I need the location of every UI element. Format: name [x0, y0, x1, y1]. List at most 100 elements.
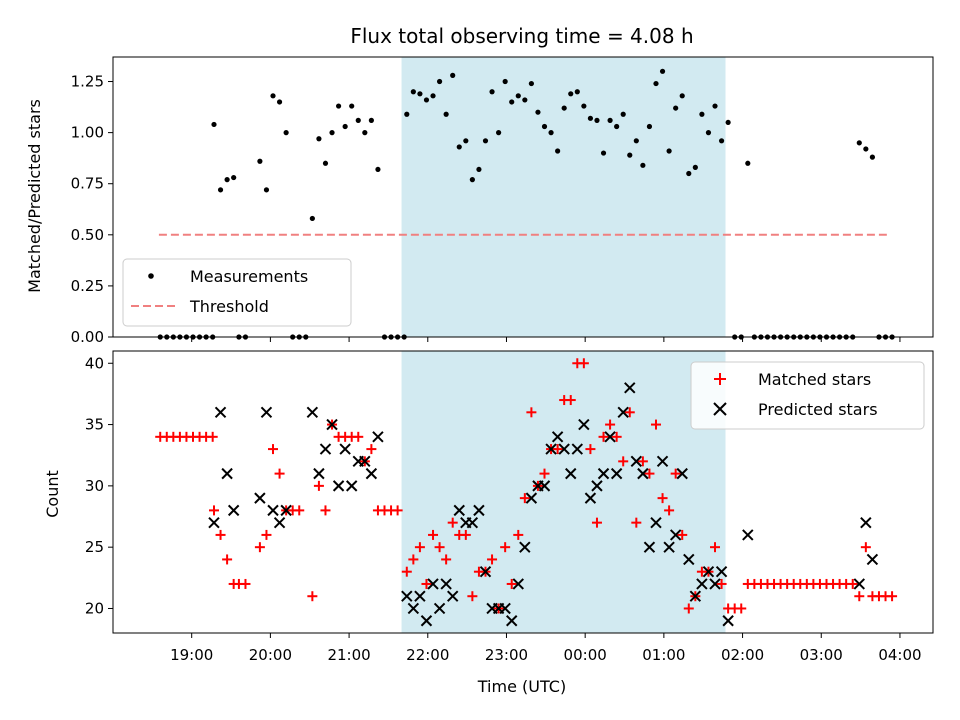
matched-star-point [611, 431, 622, 442]
predicted-star-point [722, 615, 734, 627]
predicted-star-point [604, 431, 616, 443]
measurement-point [362, 130, 368, 136]
measurement-point [410, 89, 416, 95]
measurement-point [673, 105, 679, 111]
predicted-star-point [420, 615, 433, 627]
matched-star-point [392, 505, 403, 516]
top-y-tick-label: 0.50 [71, 226, 104, 244]
measurement-point [335, 103, 342, 109]
measurement-point [659, 68, 666, 74]
measurement-point [633, 138, 639, 144]
measurement-point [450, 72, 456, 78]
predicted-star-point [637, 467, 649, 480]
predicted-star-point [702, 565, 715, 578]
predicted-star-point [860, 516, 872, 529]
measurement-point [231, 174, 237, 181]
legend-threshold-label: Threshold [189, 297, 269, 316]
measurement-point [476, 166, 482, 173]
predicted-star-point [313, 467, 325, 480]
measurement-point [349, 103, 355, 109]
predicted-star-point [538, 480, 551, 492]
measurement-point [863, 146, 869, 152]
predicted-star-point [506, 615, 518, 627]
measurement-point [489, 89, 495, 95]
matched-star-point [677, 529, 688, 540]
measurement-point [211, 121, 217, 128]
x-tick-label: 20:00 [249, 646, 292, 664]
measurement-point [640, 162, 646, 168]
top-observing-window [401, 57, 726, 337]
predicted-star-point [414, 590, 426, 602]
bottom-legend: Matched stars Predicted stars [690, 361, 925, 430]
matched-star-point [487, 554, 498, 565]
measurement-point [627, 152, 633, 158]
measurement-point [679, 93, 685, 99]
top-legend: Measurements Threshold [122, 258, 352, 327]
predicted-star-point [571, 443, 584, 455]
measurement-point [535, 109, 541, 115]
chart-title: Flux total observing time = 4.08 h [350, 24, 693, 48]
matched-star-point [222, 554, 233, 565]
x-tick-label: 01:00 [642, 646, 685, 664]
measurement-point [725, 119, 731, 126]
measurement-point [712, 103, 718, 109]
top-y-tick-label: 0.75 [71, 175, 104, 193]
predicted-star-point [656, 455, 669, 468]
predicted-star-point [643, 541, 656, 553]
y-axis-label-count: Count [43, 470, 62, 518]
measurement-point [502, 78, 508, 85]
measurement-point [509, 99, 515, 105]
top-y-tick-label: 1.00 [71, 124, 104, 142]
predicted-star-point [453, 504, 465, 517]
legend-matched-label: Matched stars [758, 370, 871, 389]
top-panel: 0.00 0.25 0.50 0.75 1.00 1.25 Matched/Predict… [25, 56, 934, 346]
predicted-star-point [853, 578, 865, 590]
matched-star-point [506, 578, 517, 589]
matched-star-point [313, 480, 324, 491]
measurement-point [496, 130, 502, 136]
bottom-y-tick-label: 30 [85, 477, 104, 495]
measurement-point [541, 123, 548, 130]
predicted-star-point [208, 516, 220, 529]
matched-star-point [428, 529, 439, 540]
matched-star-point [274, 468, 285, 479]
measurement-point [217, 187, 224, 193]
predicted-star-point [227, 504, 240, 517]
predicted-star-point [591, 480, 603, 492]
legend-matched-marker [714, 373, 726, 385]
x-tick-label: 21:00 [327, 646, 370, 664]
measurement-point [548, 130, 554, 136]
measurement-point [607, 117, 613, 123]
predicted-star-point [446, 590, 459, 602]
measurement-point [355, 117, 361, 123]
matched-star-point [320, 505, 331, 516]
bottom-panel: 20 25 30 35 40 19:00 20:00 21:00 22:00 23:00 00:0… [43, 350, 934, 696]
matched-star-point [552, 444, 563, 455]
top-y-axis-label: Matched/Predicted stars [25, 99, 44, 293]
bottom-y-tick-label: 20 [85, 599, 104, 617]
measurement-point [705, 130, 712, 136]
matched-star-point [460, 529, 471, 540]
predicted-star-point [433, 602, 446, 615]
measurement-point [443, 111, 449, 117]
predicted-star-point [407, 602, 420, 615]
matched-star-point [598, 431, 609, 442]
x-axis-label-time: Time (UTC) [477, 677, 566, 696]
measurement-point [270, 93, 276, 99]
predicted-star-point [525, 492, 538, 504]
measurement-point [646, 123, 653, 130]
matched-star-point [215, 529, 226, 540]
measurement-point [594, 117, 600, 123]
measurement-point [316, 136, 322, 142]
predicted-star-point [669, 529, 682, 541]
matched-star-point [631, 517, 642, 528]
matched-star-point [467, 591, 478, 602]
measurement-point [718, 138, 725, 144]
measurement-point [653, 80, 659, 87]
measurement-point [309, 215, 315, 222]
predicted-star-point [479, 565, 492, 578]
measurement-point [456, 144, 462, 150]
measurement-point [692, 164, 698, 170]
matched-star-point [240, 578, 251, 589]
